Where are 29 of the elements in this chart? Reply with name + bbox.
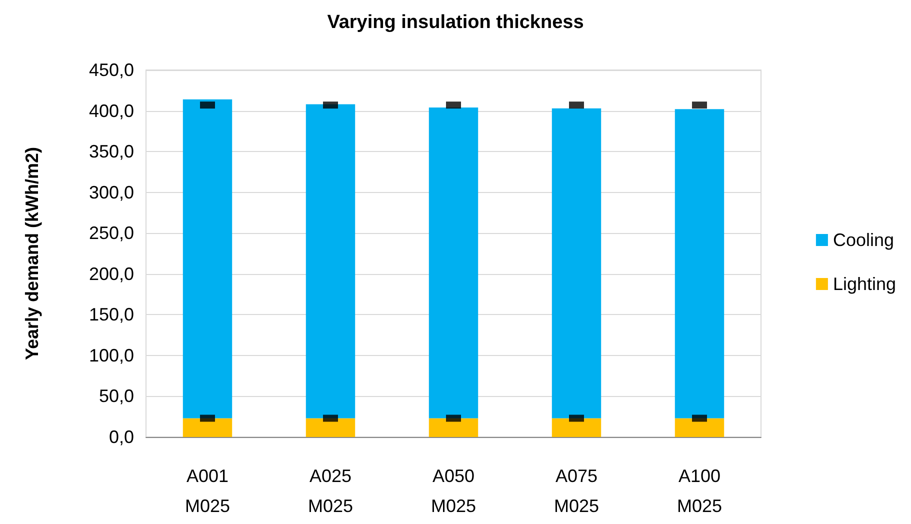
x-tick-label: A100 M025 <box>676 466 722 516</box>
x-tick-label: A075 M025 <box>554 466 600 516</box>
bar <box>182 418 232 437</box>
legend-label: Lighting <box>832 274 896 294</box>
y-tick-label: 0,0 <box>108 427 134 447</box>
bar <box>552 108 602 418</box>
bar <box>428 108 478 418</box>
y-tick-label: 200,0 <box>88 264 134 284</box>
legend-label: Cooling <box>832 230 894 250</box>
y-tick-label: 450,0 <box>88 60 134 80</box>
bar <box>552 418 602 437</box>
x-tick-label: A050 M025 <box>430 466 476 516</box>
y-axis-title: Yearly demand (kWh/m2) <box>22 146 42 360</box>
bar <box>428 418 478 437</box>
bar <box>674 418 724 437</box>
y-tick-label: 300,0 <box>88 182 134 202</box>
y-tick-label: 150,0 <box>88 304 134 325</box>
y-tick-label: 400,0 <box>88 100 134 121</box>
y-tick-label: 250,0 <box>88 223 134 244</box>
bar <box>182 99 232 418</box>
y-tick-label: 50,0 <box>98 386 134 406</box>
y-tick-label: 100,0 <box>88 345 134 366</box>
x-tick-label: A001 M025 <box>184 466 230 516</box>
y-tick-label: 350,0 <box>88 142 134 162</box>
chart-title: Varying insulation thickness <box>327 12 584 33</box>
bar <box>306 418 356 437</box>
x-tick-label: A025 M025 <box>308 466 354 516</box>
bar <box>674 109 724 418</box>
bar <box>306 104 356 418</box>
